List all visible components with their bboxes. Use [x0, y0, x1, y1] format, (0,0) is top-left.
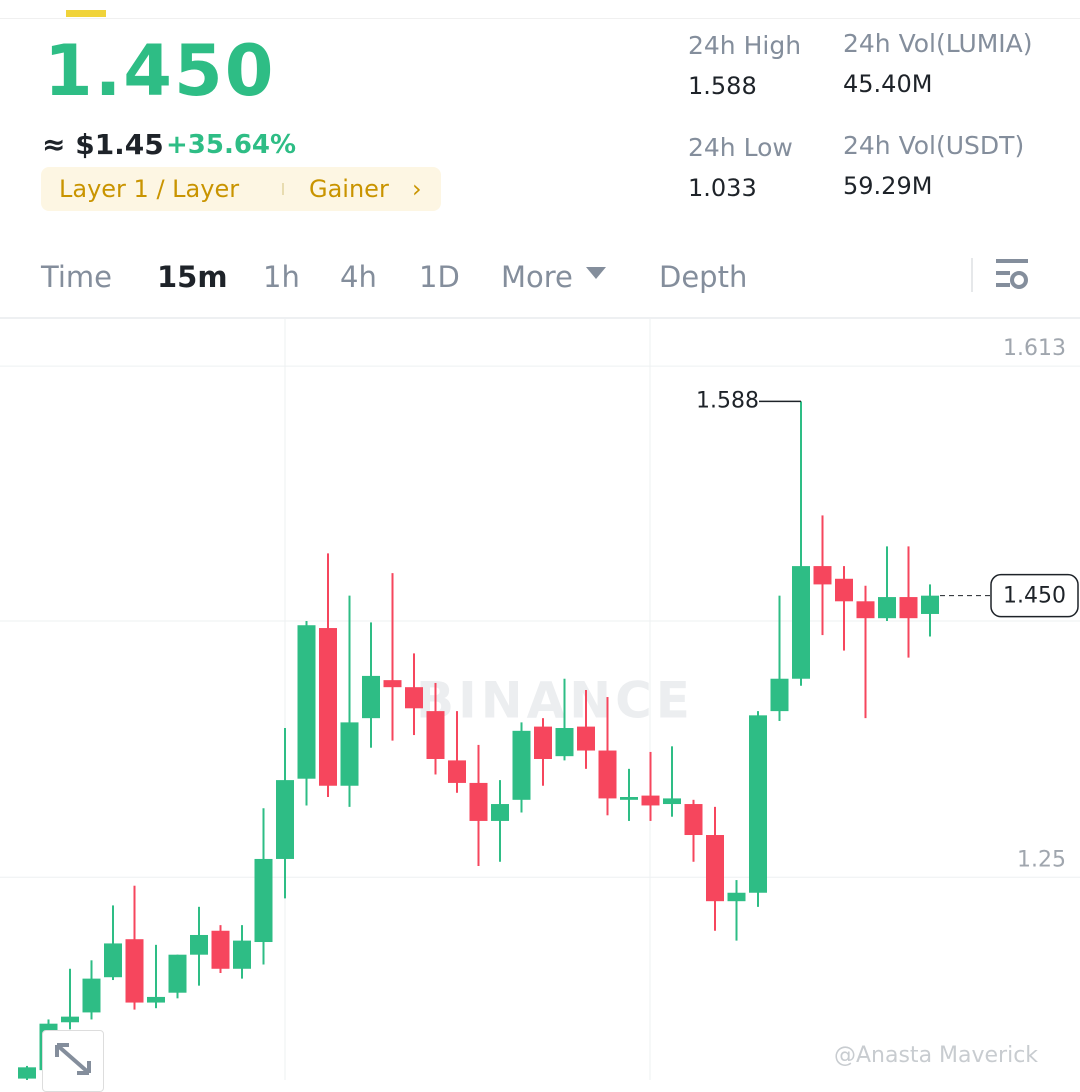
- tag-arrow: ›: [412, 175, 422, 203]
- settings-icon[interactable]: [996, 258, 1030, 292]
- max-label: 1.588: [696, 388, 759, 413]
- candle-body: [770, 678, 789, 712]
- candle-body: [835, 578, 853, 602]
- tab[interactable]: Time: [41, 260, 112, 294]
- last-price: 1.450: [44, 30, 276, 112]
- tab[interactable]: 1h: [263, 260, 300, 294]
- last-price-label: 1.450: [1003, 584, 1066, 609]
- candle-body: [684, 804, 703, 836]
- candle-body: [297, 625, 316, 779]
- candle-body: [61, 1016, 79, 1023]
- y-tick-label: 1.613: [1003, 336, 1066, 361]
- candle-body: [211, 930, 230, 969]
- candle-body: [448, 760, 466, 783]
- candle-body: [620, 797, 638, 800]
- candle-body: [792, 566, 810, 679]
- stat-label: 24h Vol(LUMIA): [843, 29, 1033, 58]
- candle-body: [749, 715, 767, 893]
- stat-value: 1.588: [688, 72, 757, 100]
- candle-body: [125, 939, 144, 1003]
- dropdown-icon: [586, 267, 606, 279]
- tag[interactable]: Gainer: [309, 175, 389, 203]
- tag-box: [41, 167, 441, 211]
- stat-value: 45.40M: [843, 70, 933, 98]
- tab[interactable]: 4h: [340, 260, 377, 294]
- candle-body: [383, 680, 402, 688]
- divider: [971, 258, 973, 292]
- candle-body: [663, 798, 681, 805]
- candle-body: [82, 978, 101, 1013]
- fiat-price: ≈ $1.45: [42, 128, 164, 161]
- candle-body: [190, 934, 208, 955]
- candle-body: [813, 566, 832, 585]
- candle-body: [577, 726, 595, 751]
- candle-body: [899, 597, 918, 619]
- stat-value: 1.033: [688, 174, 757, 202]
- candle-body: [18, 1067, 36, 1079]
- candle-body: [233, 940, 251, 969]
- credit: @Anasta Maverick: [834, 1043, 1039, 1068]
- candle-body: [878, 597, 896, 619]
- candle-body: [706, 835, 724, 902]
- candle-body: [921, 595, 939, 614]
- candle-body: [491, 804, 509, 821]
- stat-value: 59.29M: [843, 172, 933, 200]
- y-tick-label: 1.25: [1017, 847, 1066, 872]
- tab[interactable]: Depth: [659, 260, 748, 294]
- candle-body: [598, 750, 617, 799]
- candle-body: [362, 675, 380, 719]
- candle-body: [147, 996, 165, 1003]
- candle-body: [512, 730, 531, 800]
- tag[interactable]: Layer 1 / Layer: [59, 175, 240, 203]
- watermark: BINANCE: [416, 672, 694, 730]
- candle-body: [426, 711, 445, 759]
- divider: [0, 317, 1080, 319]
- candle-body: [469, 782, 488, 821]
- candle-body: [405, 687, 423, 709]
- expand-button[interactable]: [42, 1030, 104, 1092]
- tag-separator: [282, 183, 284, 195]
- candle-body: [856, 601, 875, 619]
- candle-body: [727, 892, 746, 902]
- candle-body: [340, 722, 359, 786]
- candle-body: [254, 858, 273, 943]
- stat-label: 24h High: [688, 31, 802, 60]
- tab[interactable]: 15m: [157, 260, 228, 294]
- accent-bar: [66, 10, 106, 17]
- candle-body: [555, 728, 574, 757]
- candle-body: [534, 726, 552, 759]
- price-change: +35.64%: [166, 130, 297, 160]
- stat-label: 24h Low: [688, 133, 793, 162]
- tab[interactable]: More: [501, 260, 573, 294]
- candle-body: [104, 943, 122, 978]
- last-price-box: [990, 573, 1079, 618]
- divider: [0, 18, 1080, 19]
- stat-label: 24h Vol(USDT): [843, 131, 1025, 160]
- candle-body: [641, 795, 660, 806]
- candle-body: [276, 780, 294, 859]
- candle-body: [319, 628, 337, 786]
- candle-body: [168, 954, 187, 993]
- tab[interactable]: 1D: [419, 260, 460, 294]
